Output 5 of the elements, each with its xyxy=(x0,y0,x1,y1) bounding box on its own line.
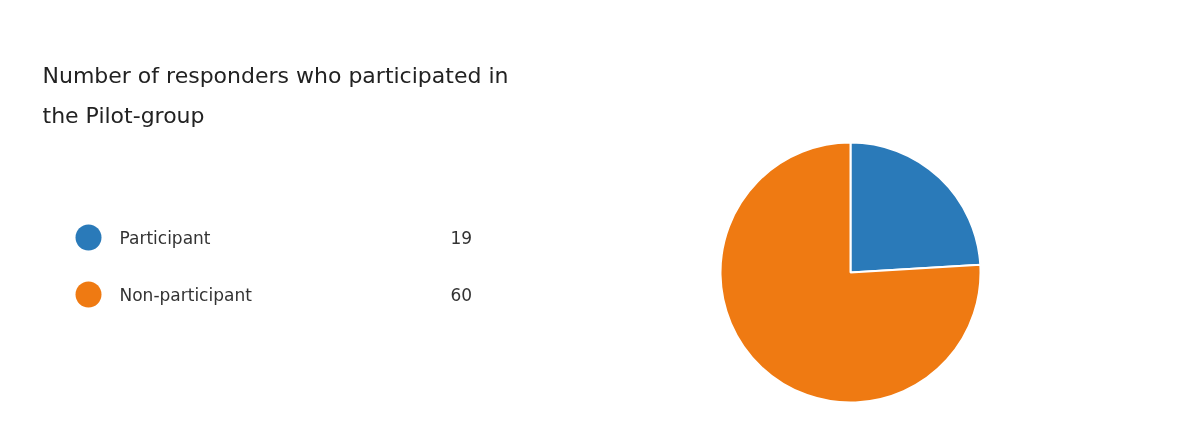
legend-label: Participant xyxy=(119,227,211,248)
data-label: 60 xyxy=(450,285,473,305)
legend-label: Non-participant xyxy=(119,284,253,305)
chart-title: Number of responders who participated in the Pilot-group xyxy=(42,63,509,128)
data-label: 19 xyxy=(450,228,473,248)
